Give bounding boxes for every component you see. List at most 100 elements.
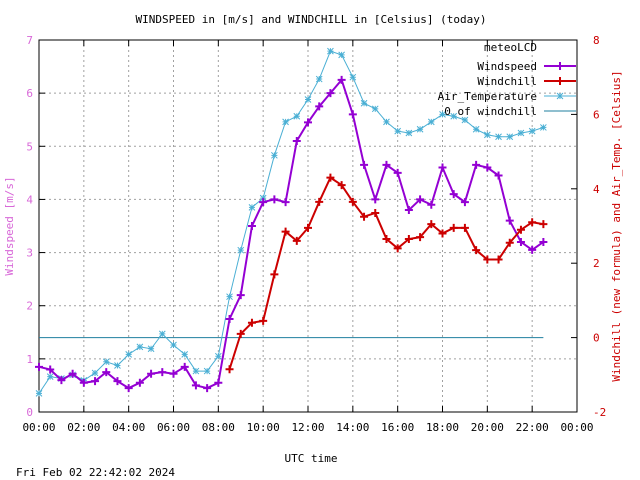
data-point — [382, 235, 391, 244]
data-point — [483, 163, 492, 172]
data-point — [226, 293, 233, 301]
legend-marker — [556, 77, 564, 85]
data-point — [337, 181, 346, 190]
data-point — [393, 168, 402, 177]
data-point — [225, 315, 234, 323]
legend-marker — [556, 62, 564, 70]
data-point — [382, 160, 391, 169]
x-tick-label: 18:00 — [426, 421, 459, 434]
data-point — [472, 246, 481, 255]
data-point — [371, 105, 379, 113]
series-line — [38, 77, 544, 390]
data-point — [371, 195, 380, 204]
data-point — [79, 378, 88, 387]
data-point — [394, 127, 402, 135]
x-tick-label: 06:00 — [157, 421, 190, 434]
data-point — [461, 116, 469, 124]
data-point — [438, 163, 447, 172]
data-point — [135, 378, 144, 387]
legend-label: Windspeed — [477, 60, 537, 73]
data-point — [147, 345, 155, 353]
data-point — [516, 225, 525, 234]
series-line — [38, 50, 544, 394]
data-point — [315, 102, 324, 111]
y2-axis-label: Windchill (new formula) and Air_Temp. [C… — [610, 70, 623, 381]
data-point — [438, 229, 447, 238]
y-axis-ticks: 0 1 2 3 4 5 6 7 — [26, 34, 45, 419]
x-tick-label: 14:00 — [336, 421, 369, 434]
data-point — [337, 75, 346, 84]
data-point — [191, 381, 200, 390]
data-point — [449, 190, 458, 199]
data-point — [158, 330, 166, 338]
y2-tick-label: 6 — [593, 108, 600, 121]
data-point — [326, 173, 335, 182]
legend: meteoLCD Windspeed Windchill Air_Temperatu… — [438, 41, 576, 118]
data-point — [539, 237, 548, 246]
data-point — [181, 350, 189, 358]
x-tick-label: 08:00 — [202, 421, 235, 434]
x-axis-ticks: 00:00 02:00 04:00 06:00 08:00 10:00 12:00 14:00… — [22, 40, 594, 434]
data-point — [528, 218, 537, 227]
data-point — [35, 390, 43, 397]
data-point — [315, 75, 323, 83]
x-tick-label: 00:00 — [22, 421, 55, 434]
data-point — [516, 237, 525, 246]
data-point — [404, 206, 413, 215]
data-point — [259, 198, 268, 207]
data-point — [147, 369, 156, 378]
data-point — [270, 195, 279, 204]
data-point — [203, 384, 212, 393]
data-point — [326, 89, 335, 98]
data-point — [416, 195, 425, 204]
x-tick-label: 16:00 — [381, 421, 414, 434]
data-point — [102, 358, 110, 366]
data-point — [427, 220, 436, 229]
data-point — [505, 238, 514, 247]
data-point — [271, 151, 278, 159]
x-tick-label: 00:00 — [560, 421, 593, 434]
y-tick-label: 4 — [26, 193, 33, 206]
legend-label: 0 of windchill — [444, 105, 537, 118]
data-point — [540, 124, 547, 131]
data-point — [236, 291, 245, 300]
data-point — [180, 362, 189, 371]
data-point — [483, 255, 492, 264]
legend-label: Air_Temperature — [438, 90, 537, 103]
y2-tick-label: 0 — [593, 332, 600, 345]
y2-tick-label: 4 — [593, 183, 600, 196]
data-point — [225, 365, 234, 374]
data-point — [360, 99, 368, 107]
data-point — [102, 368, 111, 377]
data-point — [91, 377, 100, 386]
data-point — [483, 131, 491, 139]
data-point — [170, 341, 177, 349]
data-point — [248, 204, 256, 211]
data-point — [292, 136, 301, 145]
data-point — [247, 318, 256, 327]
data-point — [439, 111, 446, 118]
data-point — [46, 373, 54, 381]
y-tick-label: 2 — [26, 300, 33, 313]
data-point — [472, 125, 480, 133]
x-tick-label: 22:00 — [516, 421, 549, 434]
x-tick-label: 12:00 — [291, 421, 324, 434]
data-point — [46, 365, 55, 374]
data-point — [404, 235, 413, 244]
data-point — [517, 129, 525, 137]
data-point — [349, 73, 357, 81]
legend-title: meteoLCD — [484, 41, 537, 54]
data-point — [495, 133, 502, 141]
data-point — [114, 362, 121, 369]
y2-tick-label: 2 — [593, 257, 600, 270]
data-point — [539, 220, 548, 229]
data-point — [259, 316, 268, 325]
y-tick-label: 1 — [26, 353, 33, 366]
data-point — [360, 160, 369, 169]
y2-tick-label: -2 — [593, 406, 606, 419]
data-point — [416, 233, 425, 242]
series-layer — [35, 47, 548, 397]
timestamp: Fri Feb 02 22:42:02 2024 — [16, 466, 175, 479]
data-point — [169, 369, 178, 378]
data-point — [91, 369, 99, 377]
